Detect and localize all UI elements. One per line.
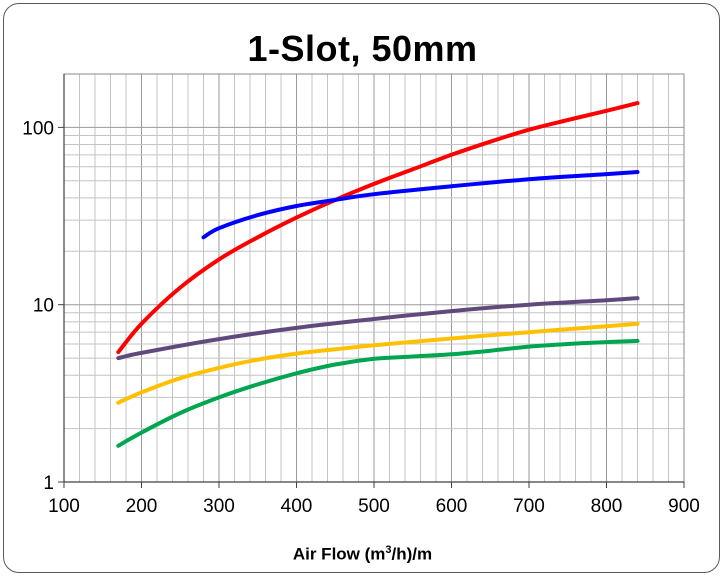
- green-series-line: [116, 338, 640, 448]
- x-tick-label: 300: [203, 496, 235, 517]
- y-tick-label: 1: [43, 473, 54, 494]
- x-axis-label-text-end: /h)/m: [391, 544, 433, 564]
- yellow-series-line: [116, 321, 640, 405]
- y-tick-label: 100: [22, 118, 54, 139]
- x-axis-label-text: Air Flow (m: [292, 544, 386, 564]
- x-tick-label: 100: [48, 496, 80, 517]
- x-tick-label: 800: [591, 496, 623, 517]
- x-axis-label: Air Flow (m3/h)/m: [0, 544, 725, 565]
- x-tick-label: 700: [513, 496, 545, 517]
- x-tick-label: 600: [436, 496, 468, 517]
- x-tick-label: 400: [281, 496, 313, 517]
- blue-series-line: [201, 170, 640, 240]
- y-tick-label: 10: [33, 296, 54, 317]
- purple-series-line: [116, 296, 640, 361]
- x-tick-label: 500: [358, 496, 390, 517]
- chart-title: 1-Slot, 50mm: [247, 28, 478, 69]
- x-axis-label-sup: 3: [385, 544, 392, 556]
- x-tick-label: 900: [668, 496, 700, 517]
- x-tick-label: 200: [126, 496, 158, 517]
- red-series-line: [116, 101, 640, 355]
